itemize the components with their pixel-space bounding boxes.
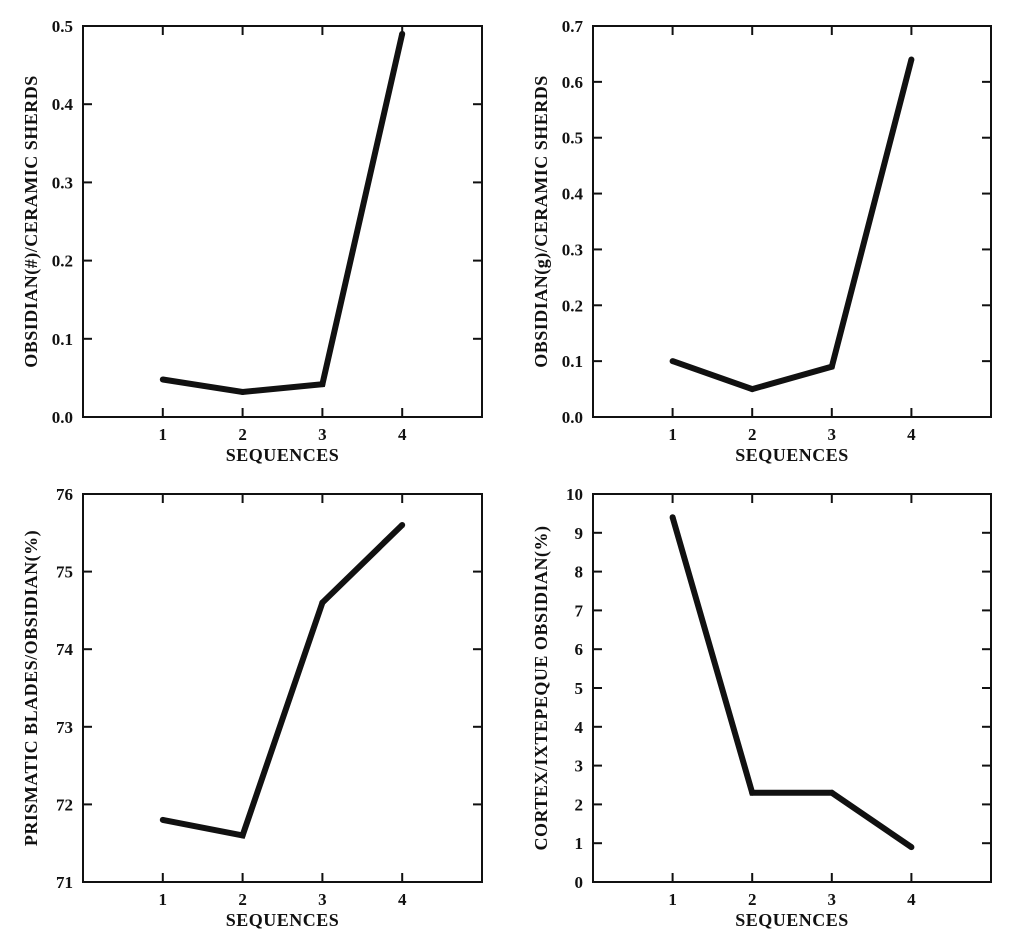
chart-2-data-point [669, 358, 676, 365]
chart-3-data-point [239, 832, 246, 839]
chart-4-data-point [669, 514, 676, 521]
chart-4-frame [592, 493, 992, 883]
chart-4-xaxis-title: SEQUENCES [735, 910, 849, 930]
chart-1-ytick-label: 0.1 [52, 330, 73, 349]
chart-3-xtick-label: 1 [159, 890, 168, 909]
chart-4-data-point [749, 789, 756, 796]
chart-2-xtick-label: 3 [828, 425, 837, 444]
chart-2-ytick-label: 0.6 [562, 73, 583, 92]
chart-3-ytick-label: 75 [56, 563, 73, 582]
chart-1-ytick-label: 0.3 [52, 173, 73, 192]
chart-2-ytick-label: 0.2 [562, 296, 583, 315]
chart-1-xtick-label: 1 [159, 425, 168, 444]
chart-1-xtick-label: 2 [238, 425, 247, 444]
chart-3-ytick-label: 73 [56, 718, 73, 737]
chart-4-ytick-label: 4 [575, 718, 584, 737]
chart-1-data-point [239, 388, 246, 395]
chart-4-ytick-label: 1 [575, 834, 584, 853]
chart-3-ytick-label: 72 [56, 795, 73, 814]
chart-4-xtick-label: 3 [828, 890, 837, 909]
chart-4-ytick-label: 6 [575, 640, 584, 659]
chart-3-data-point [399, 522, 406, 529]
chart-2-xtick-label: 4 [907, 425, 916, 444]
chart-3-xtick-label: 3 [318, 890, 327, 909]
chart-4-ytick-label: 5 [575, 679, 584, 698]
chart-2-series-line [671, 58, 915, 393]
chart-2-ytick-label: 0.5 [562, 129, 583, 148]
chart-1-yaxis-title: OBSIDIAN(#)/CERAMIC SHERDS [21, 75, 42, 368]
chart-3-xaxis-title: SEQUENCES [226, 910, 340, 930]
chart-3-series-line [162, 522, 405, 839]
chart-4-series-line [669, 516, 914, 850]
chart-2-xaxis-title: SEQUENCES [735, 445, 849, 465]
chart-2-xtick-label: 1 [668, 425, 677, 444]
chart-4-ytick-label: 0 [575, 873, 584, 892]
chart-2-ytick-label: 0.4 [562, 185, 584, 204]
chart-4-data-point [908, 844, 915, 851]
chart-2-ytick-label: 0.7 [562, 17, 584, 36]
chart-1-panel: 0.0 0.1 0.2 0.3 0.4 0.5 1 2 3 4 SEQUENCES OBSIDIAN(… [21, 17, 483, 465]
chart-4-yaxis-title: CORTEX/IXTEPEQUE OBSIDIAN(%) [531, 526, 552, 851]
chart-4-xtick-label: 1 [668, 890, 677, 909]
chart-4-ytick-label: 10 [566, 485, 583, 504]
chart-2-data-point [749, 386, 756, 393]
chart-1-frame [82, 25, 483, 418]
chart-2-ytick-label: 0.3 [562, 240, 583, 259]
chart-2-ytick-label: 0.0 [562, 408, 583, 427]
chart-2-data-point [908, 56, 915, 63]
chart-3-ytick-label: 74 [56, 640, 74, 659]
chart-1-data-point [399, 30, 406, 37]
chart-2-ytick-label: 0.1 [562, 352, 583, 371]
chart-4-panel: 0 1 2 3 4 5 6 7 8 9 10 1 2 3 4 SEQUENCES CORTEX/IXTEPEQU… [531, 485, 992, 930]
chart-1-ytick-label: 0.2 [52, 252, 73, 271]
chart-2-yaxis-title: OBSIDIAN(g)/CERAMIC SHERDS [531, 75, 552, 368]
chart-3-data-point [319, 599, 326, 606]
chart-3-data-point [159, 816, 166, 823]
chart-2-xtick-label: 2 [748, 425, 757, 444]
chart-3-ytick-label: 71 [56, 873, 73, 892]
chart-4-xtick-label: 2 [748, 890, 757, 909]
chart-3-frame [82, 493, 483, 883]
chart-3-ytick-label: 76 [56, 485, 73, 504]
chart-1-data-point [159, 376, 166, 383]
chart-4-data-point [828, 789, 835, 796]
chart-4-ytick-label: 8 [575, 563, 584, 582]
chart-3-xtick-label: 2 [238, 890, 247, 909]
chart-4-xtick-label: 4 [907, 890, 916, 909]
chart-3-xtick-label: 4 [398, 890, 407, 909]
chart-2-data-point [828, 363, 835, 370]
chart-1-series-line [162, 33, 406, 396]
chart-2-panel: 0.0 0.1 0.2 0.3 0.4 0.5 0.6 0.7 1 2 3 4 SEQUENCES OBS… [531, 17, 992, 465]
chart-1-xtick-label: 4 [398, 425, 407, 444]
chart-3-yaxis-title: PRISMATIC BLADES/OBSIDIAN(%) [21, 530, 42, 846]
chart-4-ytick-label: 7 [575, 601, 584, 620]
chart-2-frame [592, 25, 992, 418]
chart-1-xtick-label: 3 [318, 425, 327, 444]
chart-4-ytick-label: 9 [575, 524, 584, 543]
chart-1-data-point [319, 381, 326, 388]
chart-3-panel: 71 72 73 74 75 76 1 2 3 4 SEQUENCES PRISMATIC BLADE… [21, 485, 483, 930]
chart-1-ytick-label: 0.4 [52, 95, 74, 114]
chart-4-ytick-label: 2 [575, 795, 584, 814]
chart-1-ytick-label: 0.5 [52, 17, 73, 36]
chart-1-xaxis-title: SEQUENCES [226, 445, 340, 465]
chart-4-ytick-label: 3 [575, 757, 584, 776]
chart-1-ytick-label: 0.0 [52, 408, 73, 427]
